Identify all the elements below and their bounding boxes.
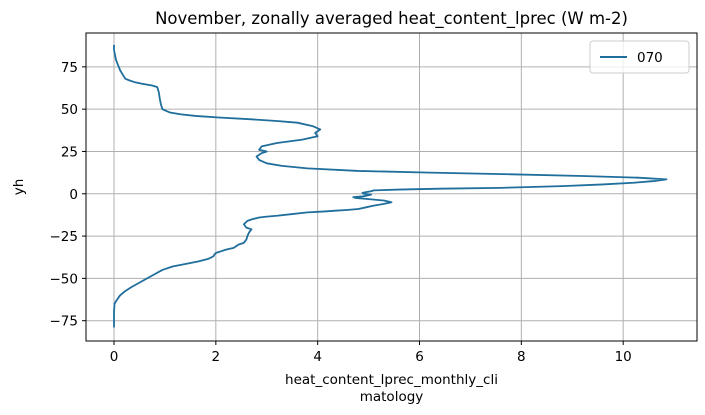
y-tick-label: 50 (61, 102, 78, 118)
y-tick-label: −75 (50, 314, 79, 330)
x-axis-label-line-1: heat_content_lprec_monthly_cli (285, 372, 498, 388)
series-line (113, 44, 668, 328)
legend-box (589, 40, 690, 74)
legend-label: 070 (637, 50, 663, 66)
x-axis-label-line-2: matology (360, 389, 424, 405)
y-axis-label: yh (11, 179, 27, 196)
x-tick-label: 10 (615, 349, 632, 365)
x-tick-label: 0 (110, 349, 119, 365)
plot-frame (85, 32, 698, 342)
grid (86, 33, 697, 341)
chart-title: November, zonally averaged heat_content_… (155, 9, 628, 29)
y-tick-label: 0 (69, 187, 78, 203)
x-tick-label: 8 (517, 349, 526, 365)
y-tick-label: 75 (61, 60, 78, 76)
x-tick-label: 6 (415, 349, 424, 365)
y-tick-label: 25 (61, 144, 78, 160)
y-tick-label: −50 (50, 271, 79, 287)
ticks: 0 2 4 6 8 10 −75 −50 −25 0 25 50 75 (50, 60, 632, 365)
legend: 070 (589, 40, 690, 74)
x-tick-label: 2 (212, 349, 221, 365)
y-tick-label: −25 (50, 229, 79, 245)
x-tick-label: 4 (313, 349, 322, 365)
series-layer (113, 44, 668, 328)
